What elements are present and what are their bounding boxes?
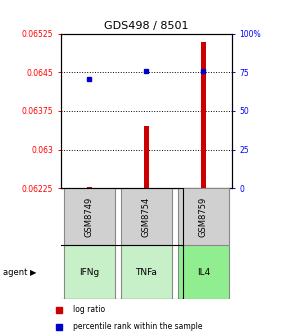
Text: GSM8759: GSM8759 [199,197,208,237]
Bar [178,188,229,245]
Bar [144,126,149,188]
Bar [121,188,172,245]
Bar [64,245,115,299]
Text: GSM8754: GSM8754 [142,197,151,237]
Bar [39,245,183,299]
Text: percentile rank within the sample: percentile rank within the sample [73,322,202,331]
Bar [64,188,115,245]
Text: IL4: IL4 [197,268,210,277]
Text: GSM8749: GSM8749 [85,197,94,237]
Bar [121,245,172,299]
Text: agent ▶: agent ▶ [3,268,37,277]
Text: TNFa: TNFa [135,268,157,277]
Text: log ratio: log ratio [73,305,105,314]
Text: IFNg: IFNg [79,268,99,277]
Title: GDS498 / 8501: GDS498 / 8501 [104,22,189,32]
Bar [178,245,229,299]
Bar [86,186,92,188]
Bar [201,42,206,188]
Bar [39,188,183,245]
